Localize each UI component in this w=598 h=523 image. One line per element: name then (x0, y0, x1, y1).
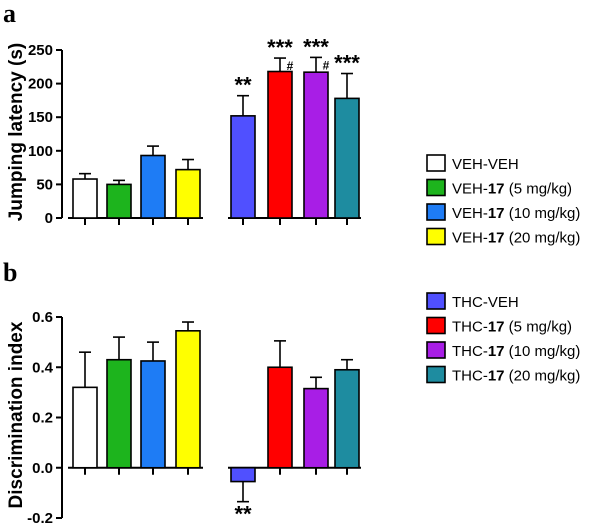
panel-a-bar (72, 178, 98, 219)
panel-b-y-tick-label: 0.4 (32, 359, 54, 376)
legend-entry-suffix: (20 mg/kg) (505, 230, 581, 247)
legend-entry-prefix: VEH- (452, 181, 488, 198)
legend-swatch (426, 341, 446, 359)
legend-swatch (426, 316, 446, 335)
legend-entry: THC-17 (5 mg/kg) (452, 319, 572, 336)
legend-entry-suffix: (10 mg/kg) (505, 205, 581, 222)
panel-b-letter: b (3, 258, 17, 287)
panel-a-y-axis-label: Jumping latency (s) (6, 43, 27, 221)
legend-entry: THC-VEH (452, 294, 519, 311)
legend-entry-prefix: THC-VEH (452, 294, 519, 311)
legend-entry: VEH-VEH (452, 156, 519, 173)
panel-a-bar (303, 71, 329, 219)
panel-a-hash-label: # (287, 59, 294, 73)
panel-a-y-tick-label: 100 (28, 143, 53, 160)
panel-b-bar (303, 387, 329, 469)
panel-b-y-tick-label: 0.0 (32, 460, 53, 477)
panel-b-bar (72, 386, 98, 469)
legend-swatch (426, 154, 446, 172)
legend-entry-bold: 17 (488, 368, 505, 385)
panel-a-y-tick-label: 250 (28, 42, 53, 59)
panel-b-bar (267, 366, 293, 469)
panel-a-hash-label: # (323, 58, 330, 72)
panel-a-significance-label: *** (334, 51, 360, 76)
panel-b-bar (106, 358, 132, 469)
legend-entry-prefix: VEH-VEH (452, 156, 519, 173)
panel-a-bar (267, 70, 293, 219)
legend-entry-bold: 17 (488, 319, 505, 336)
legend-entry-prefix: VEH- (452, 230, 488, 247)
legend-entry-suffix: (20 mg/kg) (505, 368, 581, 385)
legend-swatch (426, 227, 446, 246)
legend-entry: THC-17 (20 mg/kg) (452, 368, 580, 385)
panel-b-significance-label: ** (234, 502, 252, 523)
panel-a-bar (140, 154, 166, 219)
panel-a-bar (334, 97, 360, 219)
legend-entry-prefix: VEH- (452, 205, 488, 222)
panel-b-chart: -0.2 0.0 0.2 0.4 0.6 ** (27, 309, 361, 523)
legend-entry: VEH-17 (20 mg/kg) (452, 230, 580, 247)
panel-b-y-tick-label: -0.2 (27, 510, 53, 523)
legend-entry-suffix: (10 mg/kg) (505, 343, 581, 360)
panel-a-y-tick-label: 0 (45, 210, 53, 227)
legend-entry: THC-17 (10 mg/kg) (452, 343, 580, 360)
panel-a-significance-label: *** (303, 34, 329, 59)
panel-b-y-axis-label: Discrimination index (6, 321, 27, 508)
panel-a-y-tick-label: 50 (36, 176, 53, 193)
legend-swatch (426, 292, 446, 310)
legend-entry-prefix: THC- (452, 319, 488, 336)
panel-b-bar (175, 330, 201, 469)
panel-a-y-tick-label: 150 (28, 109, 53, 126)
legend-swatch (426, 365, 446, 384)
panel-a-y-tick-label: 200 (28, 76, 53, 93)
legend-entry-bold: 17 (488, 230, 505, 247)
legend-entry-prefix: THC- (452, 368, 488, 385)
legend-entry-prefix: THC- (452, 343, 488, 360)
legend-entry-bold: 17 (488, 181, 505, 198)
legend-entry: VEH-17 (5 mg/kg) (452, 181, 572, 198)
legend-swatch (426, 178, 446, 197)
panel-b-y-tick-label: 0.2 (32, 410, 53, 427)
legend-entry-suffix: (5 mg/kg) (505, 181, 573, 198)
legend-entry-suffix: (5 mg/kg) (505, 319, 573, 336)
panel-b-y-tick-label: 0.6 (32, 309, 53, 326)
legend-entry: VEH-17 (10 mg/kg) (452, 205, 580, 222)
panel-a-bar (106, 183, 132, 219)
panel-b-bar (230, 466, 256, 483)
panel-b-bar (140, 360, 166, 469)
panel-a-bar (175, 168, 201, 219)
panel-a-letter: a (3, 0, 16, 28)
legend-entry-bold: 17 (488, 205, 505, 222)
legend-swatch (426, 203, 446, 221)
legend-entry-bold: 17 (488, 343, 505, 360)
panel-a-significance-label: ** (234, 73, 252, 98)
panel-a-significance-label: *** (267, 35, 293, 60)
panel-b-bar (334, 368, 360, 469)
panel-a-bar (230, 115, 256, 219)
